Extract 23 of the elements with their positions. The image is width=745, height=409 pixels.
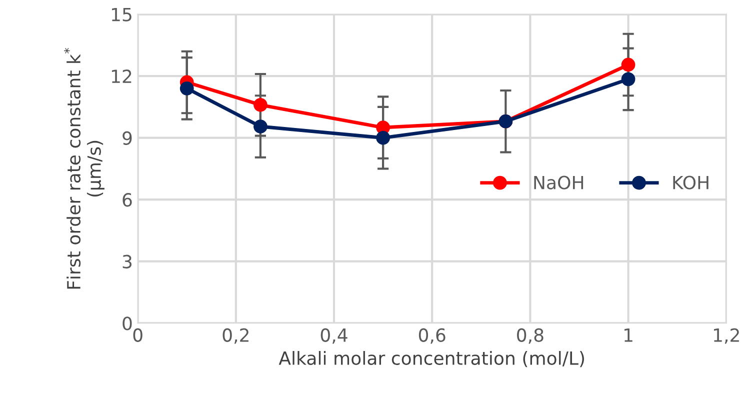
text: First order rate constant k$^{*}$ (µm/s) [64,48,104,289]
x-tick-label: 0,4 [320,328,348,344]
x-tick-label: 1 [624,328,632,342]
y-tick-label: 9 [122,131,132,145]
point [253,98,268,112]
y-tick-label: 3 [122,254,132,268]
x-tick-label: 0 [133,328,142,342]
point [376,130,390,145]
point [621,58,636,72]
legend-label: NaOH [534,176,584,190]
x-tick-label: 0,8 [517,328,544,344]
point [180,81,194,96]
point [621,72,636,86]
x-tick-label: 0,2 [222,328,248,344]
y-tick-label: 12 [112,70,132,83]
y-tick-label: 15 [112,8,132,22]
x-tick-label: 1,2 [714,328,739,344]
y-tick-label: 0 [122,316,132,330]
point [253,120,268,134]
y-tick-label: 6 [122,193,132,207]
x-axis-title: Alkali molar concentration (mol/L) [278,351,584,368]
legend-label: KOH [673,176,708,190]
x-tick-label: 0,6 [418,328,446,344]
